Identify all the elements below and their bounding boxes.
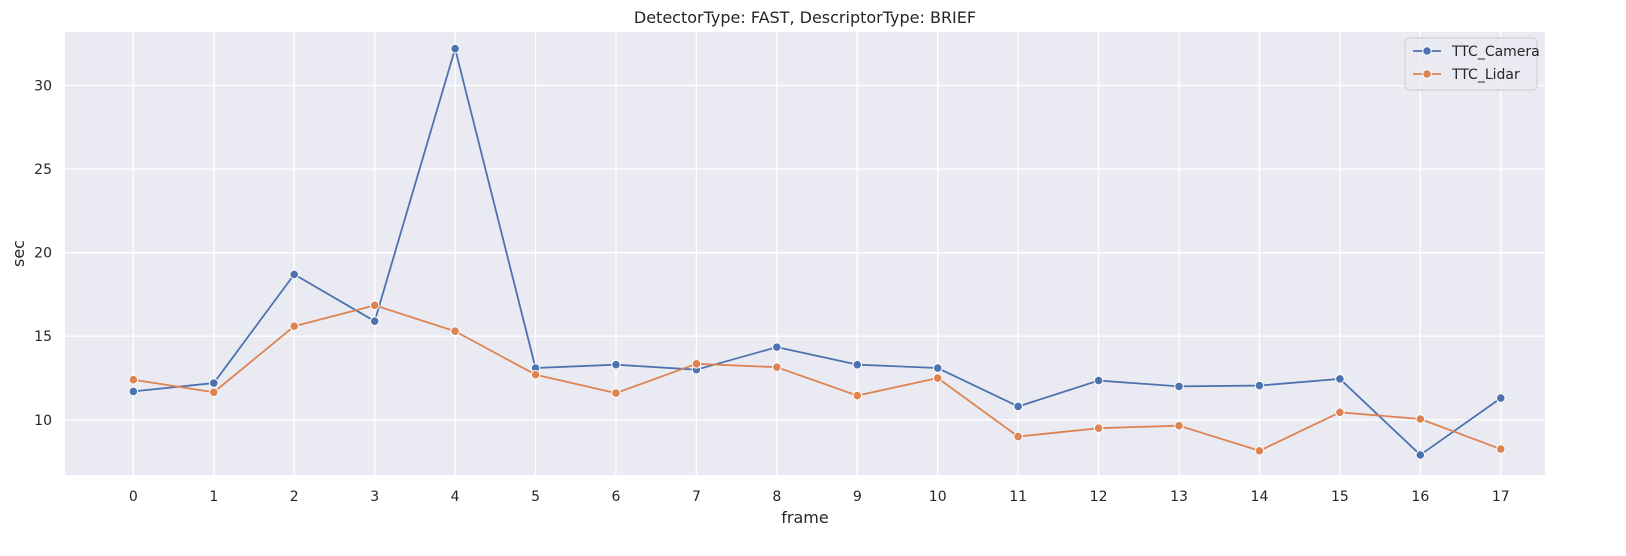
y-tick-label: 10 (34, 413, 52, 429)
data-point (209, 378, 219, 388)
series-line (133, 304, 1502, 452)
legend-label: TTC_Lidar (1451, 67, 1520, 83)
series-TTC_Lidar (128, 300, 1506, 456)
data-point (1415, 414, 1426, 424)
x-tick-label: 0 (129, 489, 138, 505)
x-tick-label: 4 (451, 489, 460, 505)
data-point (1174, 381, 1184, 392)
data-point (450, 326, 460, 337)
x-tick-label: 2 (290, 489, 299, 505)
data-point (1174, 420, 1184, 431)
x-tick-label: 8 (772, 489, 781, 505)
data-point (1254, 380, 1265, 391)
data-point (1013, 401, 1023, 412)
x-tick-label: 12 (1090, 489, 1108, 505)
data-point (289, 269, 300, 280)
y-tick-label: 25 (34, 162, 52, 178)
x-tick-label: 6 (612, 489, 621, 505)
legend-entry: TTC_Lidar (1413, 67, 1520, 83)
data-point (611, 359, 621, 370)
data-point (932, 363, 943, 373)
x-tick-label: 3 (370, 489, 379, 505)
x-tick-label: 7 (692, 489, 701, 505)
data-point (611, 388, 621, 398)
y-tick-label: 20 (34, 246, 52, 262)
series-TTC_Camera (128, 43, 1506, 460)
data-point (772, 342, 782, 352)
data-point (369, 316, 380, 327)
data-point (1093, 423, 1104, 433)
data-point (1495, 444, 1506, 454)
x-axis-label: frame (781, 508, 828, 527)
x-tick-label: 14 (1251, 489, 1269, 505)
x-tick-label: 5 (531, 489, 540, 505)
data-point (369, 300, 380, 311)
data-point (1415, 450, 1426, 460)
y-tick-label: 30 (34, 78, 52, 94)
y-axis-label: sec (9, 240, 28, 267)
series-line (133, 47, 1502, 456)
data-point (128, 374, 139, 385)
data-point (289, 321, 300, 332)
data-point (852, 390, 863, 401)
data-point (772, 362, 782, 372)
x-tick-label: 13 (1170, 489, 1188, 505)
data-point (1335, 374, 1345, 384)
data-point (1254, 445, 1265, 456)
data-point (932, 373, 943, 383)
data-point (530, 369, 541, 380)
data-point (128, 386, 139, 397)
data-point (209, 387, 219, 398)
legend-marker (1422, 46, 1432, 56)
data-point (1495, 393, 1506, 403)
x-tick-label: 15 (1331, 489, 1349, 505)
x-tick-label: 1 (209, 489, 218, 505)
y-tick-label: 15 (34, 329, 52, 345)
grid-lines (65, 32, 1545, 475)
x-tick-label: 17 (1492, 489, 1510, 505)
data-point (852, 359, 863, 370)
data-point (450, 43, 460, 54)
data-point (1013, 431, 1023, 442)
legend-entry: TTC_Camera (1413, 44, 1540, 60)
plot-area (65, 32, 1545, 475)
data-point (1093, 375, 1104, 386)
data-point (1335, 407, 1345, 418)
legend-label: TTC_Camera (1451, 44, 1540, 60)
x-tick-label: 10 (929, 489, 947, 505)
x-tick-label: 16 (1411, 489, 1429, 505)
data-point (691, 359, 702, 369)
legend-entries: TTC_Camera TTC_Lidar (1413, 44, 1540, 83)
legend-marker (1422, 69, 1432, 79)
x-tick-label: 11 (1009, 489, 1027, 505)
x-tick-label: 9 (853, 489, 862, 505)
legend: TTC_Camera TTC_Lidar (1404, 37, 1540, 91)
series-layer (128, 43, 1506, 460)
chart-title: DetectorType: FAST, DescriptorType: BRIE… (634, 8, 976, 27)
